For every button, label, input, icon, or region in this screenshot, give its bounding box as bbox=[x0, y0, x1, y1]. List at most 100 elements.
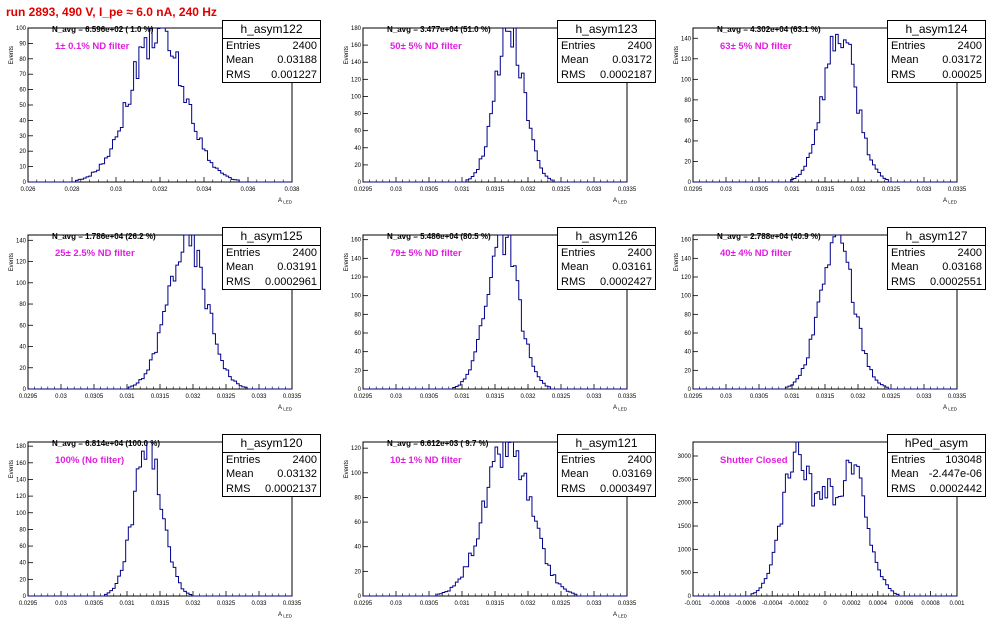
y-tick-label: 20 bbox=[19, 149, 26, 155]
y-tick-label: 60 bbox=[19, 544, 26, 550]
y-tick-label: 10 bbox=[19, 165, 26, 171]
x-tick-label: 0.034 bbox=[196, 187, 212, 193]
mean-label: Mean bbox=[891, 54, 919, 66]
y-axis-label: Events bbox=[9, 46, 15, 64]
entries-label: Entries bbox=[891, 453, 926, 466]
y-tick-label: 0 bbox=[688, 594, 692, 600]
x-axis-label: A LED bbox=[278, 612, 293, 619]
rms-value: 0.00025 bbox=[942, 68, 982, 81]
x-tick-label: -0.0004 bbox=[762, 601, 783, 607]
filter-label: 63± 5% ND filter bbox=[720, 41, 792, 52]
x-tick-label: 0.032 bbox=[152, 187, 168, 193]
y-tick-label: 2000 bbox=[678, 501, 692, 507]
navg-label: N_avg = 6.612e+03 ( 9.7 %) bbox=[387, 439, 489, 448]
entries-row: Entries 2400 bbox=[558, 453, 655, 468]
filter-label: 100% (No filter) bbox=[55, 455, 125, 466]
x-tick-label: -0.0002 bbox=[788, 601, 809, 607]
mean-label: Mean bbox=[561, 54, 589, 66]
stats-box: h_asym124 Entries 2400 Mean 0.03172 RMS 0.0002… bbox=[887, 20, 986, 83]
filter-label: 79± 5% ND filter bbox=[390, 248, 462, 259]
entries-value: 103048 bbox=[945, 453, 982, 466]
x-tick-label: 0.031 bbox=[119, 394, 135, 400]
histogram-svg: 0.0295 0.03 0.0305 0.031 0.0315 0.032 0.0325 0.… bbox=[674, 234, 967, 412]
y-axis-label: Events bbox=[674, 46, 680, 64]
x-tick-label: 0.0325 bbox=[217, 394, 236, 400]
y-tick-label: 60 bbox=[19, 323, 26, 329]
rms-value: 0.001227 bbox=[271, 68, 317, 81]
stats-box: h_asym127 Entries 2400 Mean 0.03168 RMS 0.0002… bbox=[887, 227, 986, 290]
mean-value: 0.03168 bbox=[942, 261, 982, 273]
rms-label: RMS bbox=[561, 482, 586, 495]
entries-value: 2400 bbox=[292, 246, 317, 259]
histogram-svg: 0.0295 0.03 0.0305 0.031 0.0315 0.032 0.0325 0.… bbox=[344, 234, 637, 412]
mean-row: Mean 0.03132 bbox=[223, 467, 320, 482]
y-tick-label: 100 bbox=[16, 281, 27, 287]
hist-name: h_asym125 bbox=[223, 228, 320, 246]
entries-value: 2400 bbox=[627, 246, 652, 259]
histogram-line bbox=[693, 33, 957, 183]
histogram-line bbox=[693, 234, 957, 390]
y-tick-label: 40 bbox=[354, 545, 361, 551]
mean-value: 0.03172 bbox=[942, 54, 982, 66]
y-tick-label: 120 bbox=[351, 275, 362, 281]
hist-name: h_asym121 bbox=[558, 435, 655, 453]
y-tick-label: 80 bbox=[684, 98, 691, 104]
histogram-panel-h_asym122: 0.026 0.028 0.03 0.032 0.034 0.036 0.038 0 10 20 3… bbox=[0, 18, 330, 225]
x-tick-label: 0.028 bbox=[64, 187, 80, 193]
navg-label: N_avg = 1.786e+04 (26.2 %) bbox=[52, 232, 156, 241]
histogram-panel-h_asym120: 0.0295 0.03 0.0305 0.031 0.0315 0.032 0.0325 0.… bbox=[0, 432, 330, 639]
x-tick-label: 0.0295 bbox=[19, 394, 38, 400]
entries-value: 2400 bbox=[627, 453, 652, 466]
y-tick-label: 90 bbox=[19, 41, 26, 47]
mean-row: Mean -2.447e-06 bbox=[888, 467, 985, 482]
mean-label: Mean bbox=[891, 261, 919, 273]
y-tick-label: 0 bbox=[23, 180, 27, 186]
x-tick-label: 0 bbox=[823, 601, 827, 607]
stats-box: h_asym122 Entries 2400 Mean 0.03188 RMS 0.0012… bbox=[222, 20, 321, 83]
y-tick-label: 120 bbox=[16, 494, 27, 500]
histogram-panel-hPed_asym: -0.001 -0.0008 -0.0006 -0.0004 -0.0002 0 0.000… bbox=[665, 432, 995, 639]
y-tick-label: 180 bbox=[351, 26, 362, 32]
y-tick-label: 180 bbox=[16, 444, 27, 450]
x-tick-label: 0.032 bbox=[850, 394, 866, 400]
x-tick-label: -0.0008 bbox=[709, 601, 730, 607]
y-tick-label: 0 bbox=[358, 594, 362, 600]
histogram-panel-h_asym124: 0.0295 0.03 0.0305 0.031 0.0315 0.032 0.0325 0.… bbox=[665, 18, 995, 225]
x-tick-label: 0.0004 bbox=[869, 601, 888, 607]
entries-value: 2400 bbox=[292, 39, 317, 52]
mean-value: 0.03161 bbox=[612, 261, 652, 273]
y-tick-label: 100 bbox=[351, 94, 362, 100]
y-tick-label: 120 bbox=[351, 446, 362, 452]
x-axis-label: A LED bbox=[613, 612, 628, 619]
x-axis-label: A LED bbox=[613, 405, 628, 412]
rms-row: RMS 0.0003497 bbox=[558, 482, 655, 497]
histogram-svg: 0.0295 0.03 0.0305 0.031 0.0315 0.032 0.0325 0.… bbox=[9, 441, 302, 619]
x-tick-label: 0.0305 bbox=[750, 394, 769, 400]
x-axis-label: A LED bbox=[943, 405, 958, 412]
x-tick-label: 0.0002 bbox=[842, 601, 861, 607]
hist-name: h_asym123 bbox=[558, 21, 655, 39]
y-tick-label: 140 bbox=[351, 256, 362, 262]
filter-label: 25± 2.5% ND filter bbox=[55, 248, 135, 259]
x-tick-label: 0.0008 bbox=[921, 601, 940, 607]
x-tick-label: 0.0315 bbox=[151, 394, 170, 400]
y-tick-label: 80 bbox=[19, 527, 26, 533]
y-tick-label: 20 bbox=[684, 159, 691, 165]
x-tick-label: 0.032 bbox=[520, 394, 536, 400]
x-axis-label: A LED bbox=[943, 198, 958, 205]
navg-label: N_avg = 3.477e+04 (51.0 %) bbox=[387, 25, 491, 34]
y-tick-label: 100 bbox=[681, 77, 692, 83]
mean-label: Mean bbox=[561, 261, 589, 273]
rms-row: RMS 0.0002137 bbox=[223, 482, 320, 497]
histogram-panel-h_asym126: 0.0295 0.03 0.0305 0.031 0.0315 0.032 0.0325 0.… bbox=[335, 225, 665, 432]
y-tick-label: 100 bbox=[351, 294, 362, 300]
x-tick-label: 0.031 bbox=[784, 394, 800, 400]
x-tick-label: -0.0006 bbox=[736, 601, 757, 607]
entries-row: Entries 2400 bbox=[223, 453, 320, 468]
x-tick-label: 0.0325 bbox=[882, 394, 901, 400]
hist-name: h_asym124 bbox=[888, 21, 985, 39]
x-tick-label: 0.0335 bbox=[283, 601, 302, 607]
x-tick-label: 0.0325 bbox=[217, 601, 236, 607]
x-tick-label: 0.0325 bbox=[552, 187, 571, 193]
stats-box: h_asym121 Entries 2400 Mean 0.03169 RMS 0.0003… bbox=[557, 434, 656, 497]
